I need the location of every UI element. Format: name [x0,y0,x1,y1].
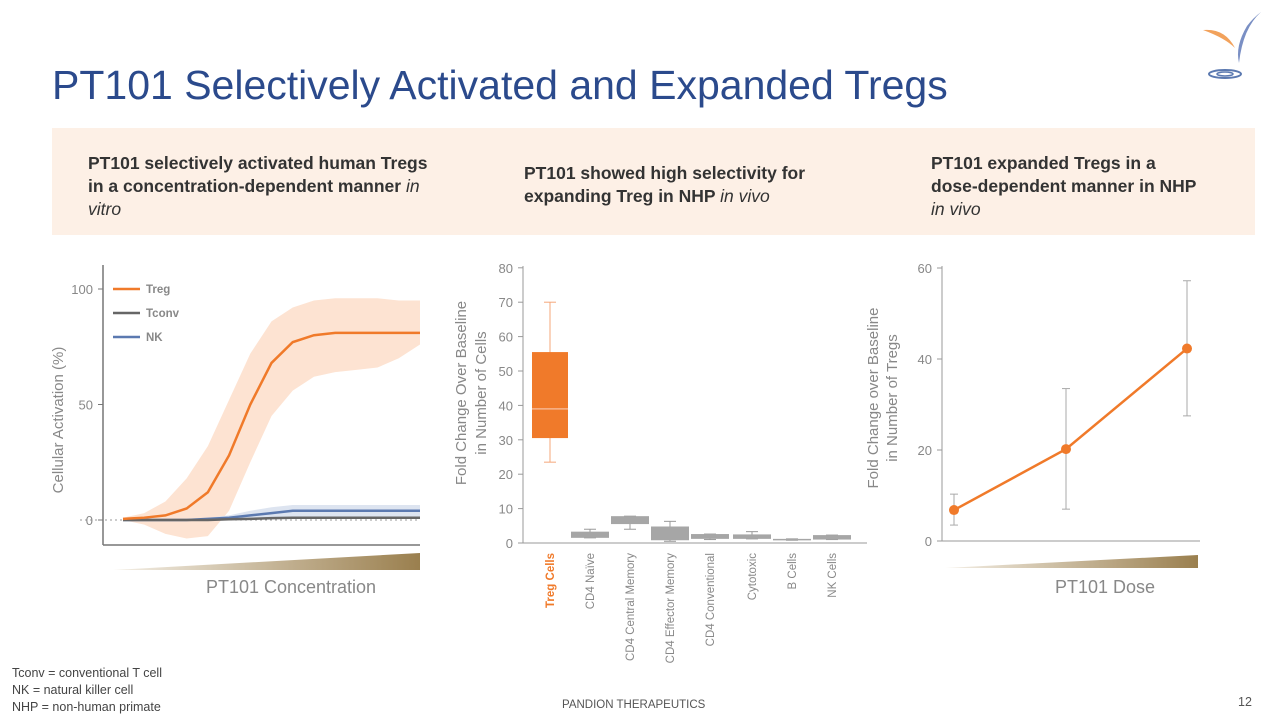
y-tick-label: 40 [499,398,513,413]
box [532,352,568,439]
y-axis-label: Fold Change Over Baseline [453,301,470,485]
y-tick-label: 20 [918,443,932,458]
box [571,531,609,538]
legend-label: NK [146,332,163,344]
y-tick-label: 80 [499,261,513,276]
category-label: NK Cells [827,553,839,598]
data-point [949,505,959,516]
category-label: B Cells [787,553,799,590]
y-axis-label: Fold Change over Baseline [865,308,882,489]
banner-text-dose: PT101 expanded Tregs in a dose-dependent… [931,152,1201,221]
y-axis-label: in Number of Cells [473,331,490,454]
category-label: Cytotoxic [747,553,759,601]
series-line-tconv [123,516,420,522]
banner-bold: PT101 selectively activated human Tregs … [88,153,428,196]
legend-label: Treg [146,284,170,296]
y-tick-label: 0 [506,536,513,551]
summary-banner: PT101 selectively activated human Tregs … [52,128,1255,235]
box [813,535,851,540]
banner-text-in-vitro: PT101 selectively activated human Tregs … [88,152,428,221]
category-label: CD4 Naïve [585,553,597,609]
banner-bold: PT101 showed high selectivity for expand… [524,163,806,206]
footnote: NHP = non-human primate [12,700,161,714]
box [733,534,771,539]
banner-italic: in vivo [720,186,770,206]
series-line-treg [122,331,420,521]
x-axis-label: PT101 Concentration [206,577,376,597]
category-label: CD4 Conventional [705,553,717,646]
y-tick-label: 10 [499,502,513,517]
box [773,538,811,541]
pandion-logo [1203,12,1261,79]
activation-chart: 0 50 100 Treg Tconv NK Cellular Activation (%)… [50,265,420,597]
company-name: PANDION THERAPEUTICS [562,699,706,711]
legend-label: Tconv [146,308,180,320]
category-label: CD4 Central Memory [625,553,637,661]
y-tick-label: 0 [86,513,93,528]
concentration-wedge [113,553,420,570]
dose-response-chart: 0 20 40 60 Fold Change over Baseline in Numbe… [865,261,1200,597]
page-title: PT101 Selectively Activated and Expanded… [52,62,948,108]
box [611,516,649,525]
data-point [1182,343,1192,354]
y-tick-label: 60 [918,261,932,276]
box [691,534,729,539]
banner-text-selectivity: PT101 showed high selectivity for expand… [524,162,854,208]
category-label: CD4 Effector Memory [665,553,677,664]
dose-line [953,347,1188,512]
y-tick-label: 100 [71,282,93,297]
banner-bold: PT101 expanded Tregs in a dose-dependent… [931,153,1197,196]
footnote: Tconv = conventional T cell [12,666,162,680]
selectivity-boxplot: 0 10 20 30 40 50 60 70 80 Treg Cells CD4 Naïve CD4 … [453,261,867,664]
y-axis-label: Cellular Activation (%) [50,347,67,494]
y-tick-label: 20 [499,467,513,482]
y-tick-label: 30 [499,433,513,448]
y-tick-label: 50 [79,398,93,413]
y-tick-label: 0 [925,534,932,549]
treg-band [123,298,420,539]
page-number: 12 [1238,695,1252,709]
banner-italic: in vivo [931,199,981,219]
y-axis-label: in Number of Tregs [884,334,901,462]
y-tick-label: 40 [918,352,932,367]
banner-italic: in vitro [88,176,420,219]
y-tick-label: 50 [499,364,513,379]
dose-wedge [945,555,1198,568]
footnote: NK = natural killer cell [12,683,134,697]
data-point [1061,444,1071,455]
box [651,526,689,541]
y-tick-label: 60 [499,330,513,345]
category-label: Treg Cells [545,553,557,608]
y-tick-label: 70 [499,295,513,310]
footnotes: Tconv = conventional T cell NK = natural… [12,665,162,716]
x-axis-label: PT101 Dose [1055,577,1155,597]
